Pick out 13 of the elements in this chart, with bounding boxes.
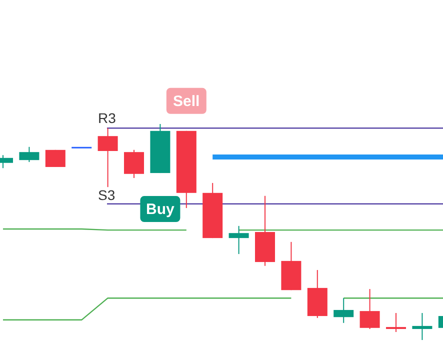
- candlestick: [98, 128, 118, 188]
- ref-line-label: S3: [98, 186, 116, 203]
- ref-line-label: R3: [98, 110, 116, 126]
- text: Sell: [173, 92, 200, 110]
- candlestick: [360, 288, 380, 330]
- candlestick: [19, 146, 40, 163]
- candlestick: [45, 149, 66, 168]
- annotation: Buy: [146, 201, 176, 218]
- candlestick: [124, 149, 144, 178]
- candlestick: [412, 312, 432, 340]
- candlestick: [334, 298, 354, 324]
- candlestick: [386, 312, 406, 333]
- candlestick: [228, 225, 249, 255]
